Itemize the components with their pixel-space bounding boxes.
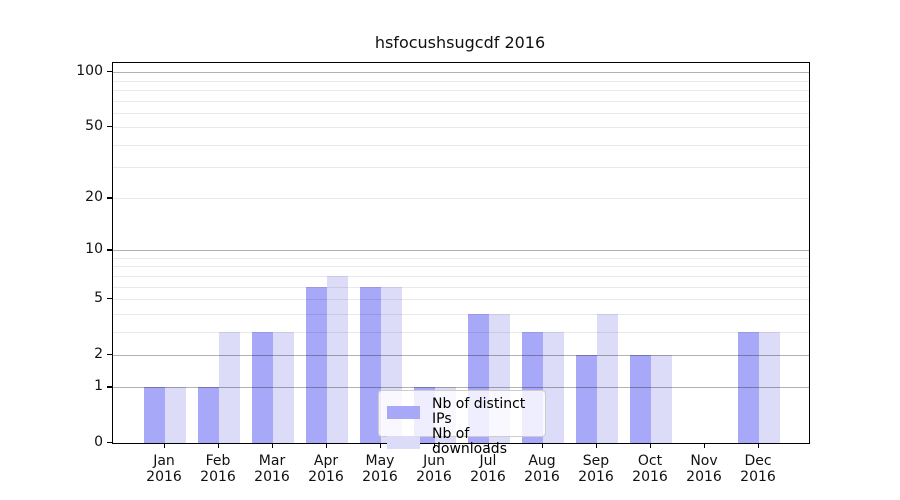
bar-downloads-jan	[165, 387, 186, 443]
x-tick-label-dec: Dec 2016	[740, 453, 776, 485]
bar-ips-apr	[306, 286, 327, 443]
gridline-10	[113, 250, 809, 252]
y-tick-1	[107, 386, 112, 388]
gridline-4	[113, 313, 809, 315]
gridline-5	[113, 299, 809, 301]
y-tick-label-5: 5	[94, 290, 103, 307]
legend: Nb of distinct IPs Nb of downloads	[378, 390, 546, 457]
x-tick-may	[380, 443, 382, 449]
y-tick-50	[107, 126, 112, 128]
bar-ips-sep	[576, 354, 597, 443]
x-tick-label-mar: Mar 2016	[254, 453, 290, 485]
y-tick-20	[107, 197, 112, 199]
x-tick-jan	[164, 443, 166, 449]
bar-ips-feb	[198, 387, 219, 443]
bar-downloads-apr	[327, 275, 348, 443]
y-tick-label-10: 10	[85, 241, 103, 258]
bar-downloads-feb	[219, 331, 240, 443]
y-tick-label-2: 2	[94, 345, 103, 362]
gridline-20	[113, 198, 809, 200]
x-tick-label-aug: Aug 2016	[524, 453, 560, 485]
x-tick-label-may: May 2016	[362, 453, 398, 485]
x-tick-jun	[434, 443, 436, 449]
legend-label-ips: Nb of distinct IPs	[432, 396, 526, 427]
x-tick-label-apr: Apr 2016	[308, 453, 344, 485]
bar-downloads-aug	[543, 331, 564, 443]
bar-ips-jan	[144, 387, 165, 443]
y-tick-label-1: 1	[94, 378, 103, 395]
x-tick-label-sep: Sep 2016	[578, 453, 614, 485]
x-tick-label-feb: Feb 2016	[200, 453, 236, 485]
gridline-2	[113, 354, 809, 356]
legend-row-ips: Nb of distinct IPs	[387, 397, 537, 427]
bar-ips-mar	[252, 331, 273, 443]
x-tick-nov	[704, 443, 706, 449]
gridline-6	[113, 286, 809, 288]
gridline-8	[113, 266, 809, 268]
y-tick-label-0: 0	[94, 434, 103, 450]
legend-swatch-ips	[387, 405, 420, 419]
chart-title: hsfocushsugcdf 2016	[374, 33, 546, 52]
y-tick-label-100: 100	[76, 63, 103, 80]
gridline-3	[113, 331, 809, 333]
x-tick-label-jul: Jul 2016	[470, 453, 506, 485]
y-tick-label-20: 20	[85, 189, 103, 206]
x-tick-mar	[272, 443, 274, 449]
gridline-30	[113, 167, 809, 169]
grid-layer	[113, 63, 809, 443]
bar-ips-oct	[630, 354, 651, 443]
gridline-40	[113, 144, 809, 146]
bar-downloads-sep	[597, 313, 618, 443]
x-tick-label-nov: Nov 2016	[686, 453, 722, 485]
y-tick-10	[107, 249, 112, 251]
x-tick-apr	[326, 443, 328, 449]
legend-swatch-downloads	[387, 435, 420, 449]
bar-downloads-mar	[273, 331, 294, 443]
y-tick-0	[107, 442, 112, 444]
gridline-1	[113, 387, 809, 389]
x-tick-label-oct: Oct 2016	[632, 453, 668, 485]
y-tick-2	[107, 353, 112, 356]
x-tick-jul	[488, 443, 490, 449]
gridline-90	[113, 80, 809, 82]
x-tick-dec	[758, 443, 760, 449]
x-tick-label-jan: Jan 2016	[146, 453, 182, 485]
bar-ips-may	[360, 286, 381, 443]
gridline-7	[113, 275, 809, 277]
bar-ips-dec	[738, 331, 759, 443]
x-tick-sep	[596, 443, 598, 449]
bar-downloads-dec	[759, 331, 780, 443]
y-tick-100	[107, 71, 112, 73]
x-tick-aug	[542, 443, 544, 449]
plot-area	[112, 62, 810, 444]
gridline-100	[113, 72, 809, 74]
x-tick-label-jun: Jun 2016	[416, 453, 452, 485]
gridline-9	[113, 258, 809, 259]
gridline-50	[113, 127, 809, 129]
x-tick-oct	[650, 443, 652, 449]
bar-downloads-oct	[651, 354, 672, 443]
gridline-60	[113, 112, 809, 114]
legend-row-downloads: Nb of downloads	[387, 427, 537, 457]
x-tick-feb	[218, 443, 220, 449]
y-tick-5	[107, 298, 112, 300]
y-tick-label-50: 50	[85, 118, 103, 135]
legend-label-downloads: Nb of downloads	[432, 426, 507, 457]
gridline-70	[113, 100, 809, 102]
gridline-80	[113, 89, 809, 91]
